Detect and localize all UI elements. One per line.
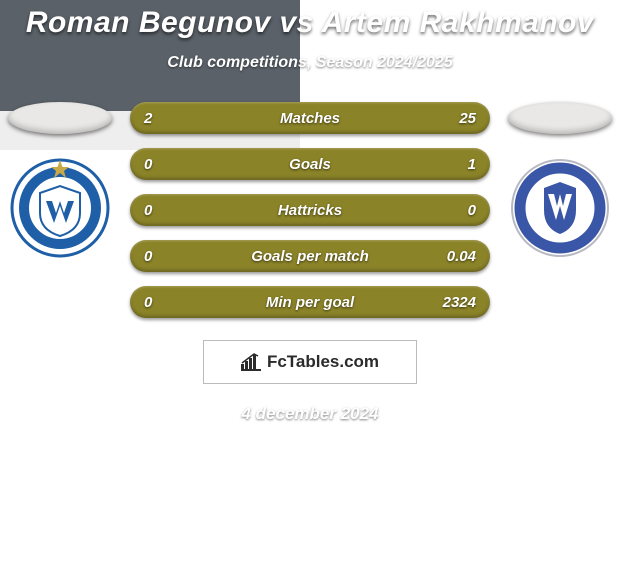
stat-left-value: 0 — [144, 156, 184, 173]
stat-row-hattricks: 0 Hattricks 0 — [130, 194, 490, 226]
branding-text: FcTables.com — [267, 352, 379, 372]
stat-right-value: 25 — [436, 110, 476, 127]
stat-right-value: 2324 — [436, 294, 476, 311]
page-title: Roman Begunov vs Artem Rakhmanov — [0, 6, 620, 40]
stat-row-goals-per-match: 0 Goals per match 0.04 — [130, 240, 490, 272]
stat-right-value: 1 — [436, 156, 476, 173]
stat-row-min-per-goal: 0 Min per goal 2324 — [130, 286, 490, 318]
player-right-avatar-oval — [508, 102, 612, 134]
stat-left-value: 0 — [144, 248, 184, 265]
player-left-avatar-oval — [8, 102, 112, 134]
stat-right-value: 0 — [436, 202, 476, 219]
stat-row-goals: 0 Goals 1 — [130, 148, 490, 180]
player-left-club-logo — [10, 158, 110, 258]
footer-date: 4 december 2024 — [0, 404, 620, 424]
player-right-column — [508, 102, 612, 258]
stat-left-value: 0 — [144, 202, 184, 219]
stat-left-value: 2 — [144, 110, 184, 127]
stat-row-matches: 2 Matches 25 — [130, 102, 490, 134]
dinamo-minsk-logo-icon — [10, 158, 110, 258]
branding-box[interactable]: FcTables.com — [203, 340, 417, 384]
bar-chart-icon — [241, 353, 261, 371]
stat-left-value: 0 — [144, 294, 184, 311]
player-left-column — [8, 102, 112, 258]
dinamo-brest-logo-icon — [510, 158, 610, 258]
page-subtitle: Club competitions, Season 2024/2025 — [0, 54, 620, 72]
stats-list: 2 Matches 25 0 Goals 1 0 Hattricks 0 0 G… — [112, 102, 508, 318]
player-right-club-logo — [510, 158, 610, 258]
stat-right-value: 0.04 — [436, 248, 476, 265]
comparison-row: 2 Matches 25 0 Goals 1 0 Hattricks 0 0 G… — [0, 102, 620, 318]
